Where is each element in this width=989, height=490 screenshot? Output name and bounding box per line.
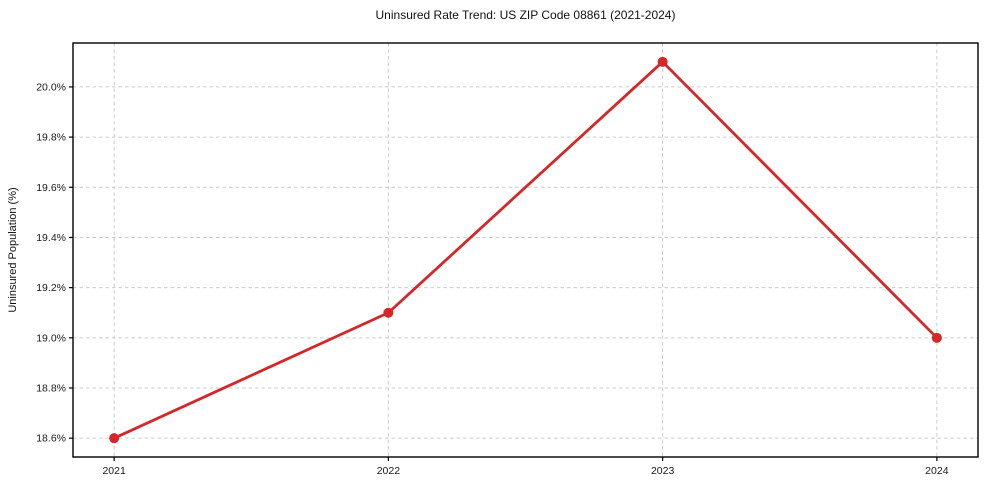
y-tick-label: 19.4% (36, 232, 66, 244)
y-tick-label: 19.8% (36, 132, 66, 144)
data-point-marker (109, 433, 120, 444)
y-tick-label: 18.6% (36, 433, 66, 445)
data-point-marker (657, 56, 668, 67)
x-tick-label: 2021 (102, 465, 126, 477)
y-tick-label: 19.0% (36, 332, 66, 344)
plot-border (72, 42, 979, 458)
data-point-marker (931, 332, 942, 343)
chart-title: Uninsured Rate Trend: US ZIP Code 08861 … (375, 8, 676, 22)
data-point-marker (383, 307, 394, 318)
x-tick-label: 2024 (925, 465, 949, 477)
y-tick-label: 19.2% (36, 282, 66, 294)
x-tick-label: 2022 (377, 465, 401, 477)
trend-line (112, 60, 939, 440)
x-tick-label: 2023 (651, 465, 675, 477)
y-tick-label: 20.0% (36, 81, 66, 93)
y-tick-label: 18.8% (36, 383, 66, 395)
y-tick-label: 19.6% (36, 182, 66, 194)
